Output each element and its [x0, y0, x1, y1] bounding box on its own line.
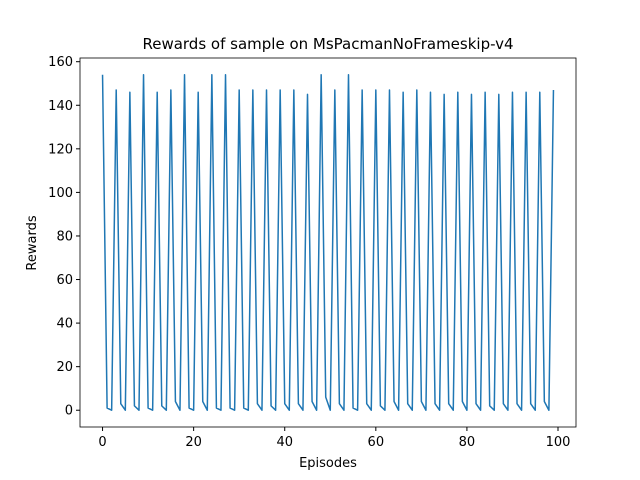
chart-title: Rewards of sample on MsPacmanNoFrameskip…: [142, 35, 513, 53]
line: [101, 74, 555, 411]
y-tick-label: 20: [56, 360, 73, 375]
y-tick-label: 120: [48, 142, 73, 157]
x-tick-label: 60: [368, 435, 385, 450]
x-tick-label: 40: [276, 435, 293, 450]
y-tick-label: 40: [56, 317, 73, 332]
y-tick-label: 160: [48, 55, 73, 70]
y-tick-label: 100: [48, 186, 73, 201]
y-tick-label: 80: [56, 229, 73, 244]
y-tick-label: 0: [65, 404, 73, 419]
x-tick-label: 20: [185, 435, 202, 450]
x-axis-label: Episodes: [299, 456, 357, 471]
y-tick-label: 60: [56, 273, 73, 288]
y-axis-label: Rewards: [25, 215, 40, 270]
x-tick-label: 100: [546, 435, 571, 450]
x-tick-label: 80: [459, 435, 476, 450]
x-tick-label: 0: [98, 435, 106, 450]
y-tick-label: 140: [48, 99, 73, 114]
plot-frame: [79, 57, 577, 428]
